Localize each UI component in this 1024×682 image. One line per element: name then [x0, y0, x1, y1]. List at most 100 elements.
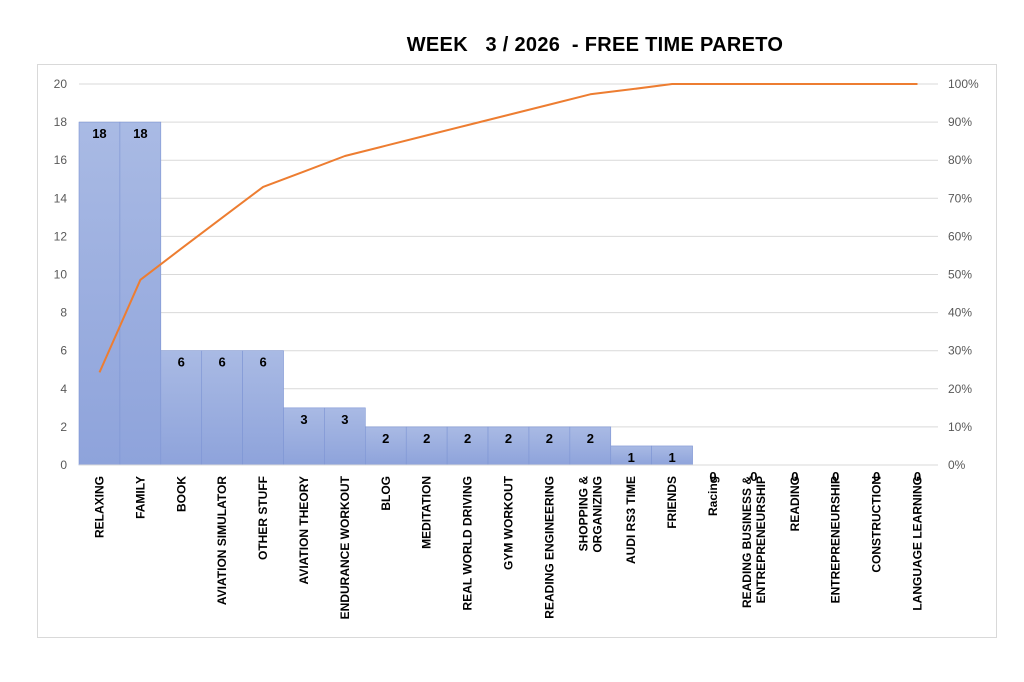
- category-label: BOOK: [174, 476, 188, 512]
- x-axis: RELAXING FAMILY BOOK AVIATION SIMULATOR OTHE…: [79, 464, 938, 619]
- y-tick-label: 0: [60, 458, 67, 472]
- y-tick-label: 4: [60, 382, 67, 396]
- category-label-line: READING ENGINEERING: [542, 476, 556, 619]
- y2-tick-label: 90%: [948, 115, 972, 129]
- category-label: READING ENGINEERING: [542, 476, 556, 619]
- category-label-line: FRIENDS: [665, 476, 679, 529]
- bars: [78, 121, 693, 466]
- y-tick-label: 16: [54, 153, 68, 167]
- category-label-line: READING BUSINESS &: [740, 476, 754, 608]
- bar-value-label: 3: [341, 412, 348, 427]
- bar-value-label: 2: [464, 431, 471, 446]
- bar-value-label: 0: [709, 469, 716, 484]
- category-label: FAMILY: [133, 476, 147, 519]
- category-label: AVIATION SIMULATOR: [215, 476, 229, 605]
- y-tick-label: 10: [54, 268, 68, 282]
- category-label-line: READING: [788, 476, 802, 531]
- category-label-line: ENDURANCE WORKOUT: [338, 475, 352, 619]
- category-label: RELAXING: [92, 476, 106, 538]
- category-label: SHOPPING & ORGANIZING: [576, 476, 604, 553]
- category-label-line: FAMILY: [133, 476, 147, 519]
- category-label: OTHER STUFF: [256, 476, 270, 560]
- y2-tick-label: 30%: [948, 344, 972, 358]
- y2-tick-label: 40%: [948, 306, 972, 320]
- cumulative-percentage-line: [98, 83, 918, 373]
- bar-value-label: 6: [259, 355, 266, 370]
- category-label-line: RELAXING: [92, 476, 106, 538]
- y2-tick-label: 100%: [948, 77, 979, 91]
- bar: [405, 426, 448, 466]
- category-label-line: LANGUAGE LEARNING: [911, 476, 925, 611]
- category-label-line: MEDITATION: [420, 476, 434, 549]
- bar: [242, 350, 284, 466]
- secondary-y-axis: 0% 10% 20% 30% 40% 50% 60% 70% 80% 90% 100%: [948, 77, 979, 472]
- chart-frame: [37, 64, 997, 638]
- category-label-line: ORGANIZING: [590, 476, 604, 553]
- y-tick-label: 12: [54, 229, 68, 243]
- y2-tick-label: 80%: [948, 153, 972, 167]
- y-tick-label: 2: [60, 420, 67, 434]
- y2-tick-label: 50%: [948, 268, 972, 282]
- cumulative-line: [98, 83, 918, 373]
- bar-value-label: 0: [873, 469, 880, 484]
- bar: [119, 121, 162, 466]
- category-label: AVIATION THEORY: [297, 476, 311, 584]
- category-label-line: Racing: [706, 476, 720, 516]
- category-label: Racing: [706, 476, 720, 516]
- category-label: READING BUSINESS & ENTREPRENEURSHIP: [740, 476, 768, 608]
- bar: [78, 121, 121, 466]
- category-label-line: AUDI RS3 TIME: [624, 476, 638, 564]
- category-label: BLOG: [379, 476, 393, 511]
- bar: [324, 407, 366, 466]
- chart-title: WEEK 3 / 2026 - FREE TIME PARETO: [406, 34, 784, 56]
- category-label: AUDI RS3 TIME: [624, 476, 638, 564]
- category-label-line: ENTREPRENEURSHIP: [829, 476, 843, 603]
- category-label: GYM WORKOUT: [502, 475, 516, 570]
- bar-value-label: 2: [505, 431, 512, 446]
- bar-value-label: 2: [423, 431, 430, 446]
- bar-value-label: 1: [669, 450, 676, 465]
- category-label: MEDITATION: [420, 476, 434, 549]
- category-label-line: GYM WORKOUT: [502, 475, 516, 570]
- bar: [569, 426, 612, 466]
- bar-value-label: 0: [914, 469, 921, 484]
- y2-tick-label: 0%: [948, 458, 966, 472]
- y-tick-label: 8: [60, 306, 67, 320]
- bar: [487, 426, 530, 466]
- primary-y-axis: 0 2 4 6 8 10 12 14 16 18 20: [54, 77, 68, 472]
- category-label: ENTREPRENEURSHIP: [829, 476, 843, 603]
- category-label-line: REAL WORLD DRIVING: [461, 476, 475, 610]
- category-label: FRIENDS: [665, 476, 679, 529]
- category-label: REAL WORLD DRIVING: [461, 476, 475, 610]
- category-label: ENDURANCE WORKOUT: [338, 475, 352, 619]
- category-label-line: AVIATION SIMULATOR: [215, 476, 229, 605]
- y-tick-label: 6: [60, 344, 67, 358]
- bar-value-label: 6: [219, 355, 226, 370]
- y2-tick-label: 10%: [948, 420, 972, 434]
- y-tick-label: 14: [54, 191, 68, 205]
- bar: [160, 350, 203, 466]
- category-label: LANGUAGE LEARNING: [911, 476, 925, 611]
- y-tick-label: 18: [54, 115, 68, 129]
- bar-value-label: 2: [546, 431, 553, 446]
- category-label-line: BOOK: [174, 476, 188, 512]
- category-label: READING: [788, 476, 802, 531]
- bar-value-label: 2: [382, 431, 389, 446]
- bar-value-label: 0: [791, 469, 798, 484]
- bar-value-label: 0: [750, 469, 757, 484]
- bar-value-label: 2: [587, 431, 594, 446]
- y2-tick-label: 70%: [948, 191, 972, 205]
- bar-value-label: 18: [133, 126, 147, 141]
- y2-tick-label: 60%: [948, 229, 972, 243]
- bar-value-label: 1: [628, 450, 635, 465]
- bar-value-label: 6: [178, 355, 185, 370]
- y-tick-label: 20: [54, 77, 68, 91]
- category-label-line: AVIATION THEORY: [297, 476, 311, 584]
- category-label-line: SHOPPING &: [576, 476, 590, 552]
- category-label: CONSTRUCTION: [870, 476, 884, 573]
- bar-value-label: 0: [832, 469, 839, 484]
- category-label-line: ENTREPRENEURSHIP: [754, 476, 768, 603]
- category-label-line: BLOG: [379, 476, 393, 511]
- category-label-line: CONSTRUCTION: [870, 476, 884, 573]
